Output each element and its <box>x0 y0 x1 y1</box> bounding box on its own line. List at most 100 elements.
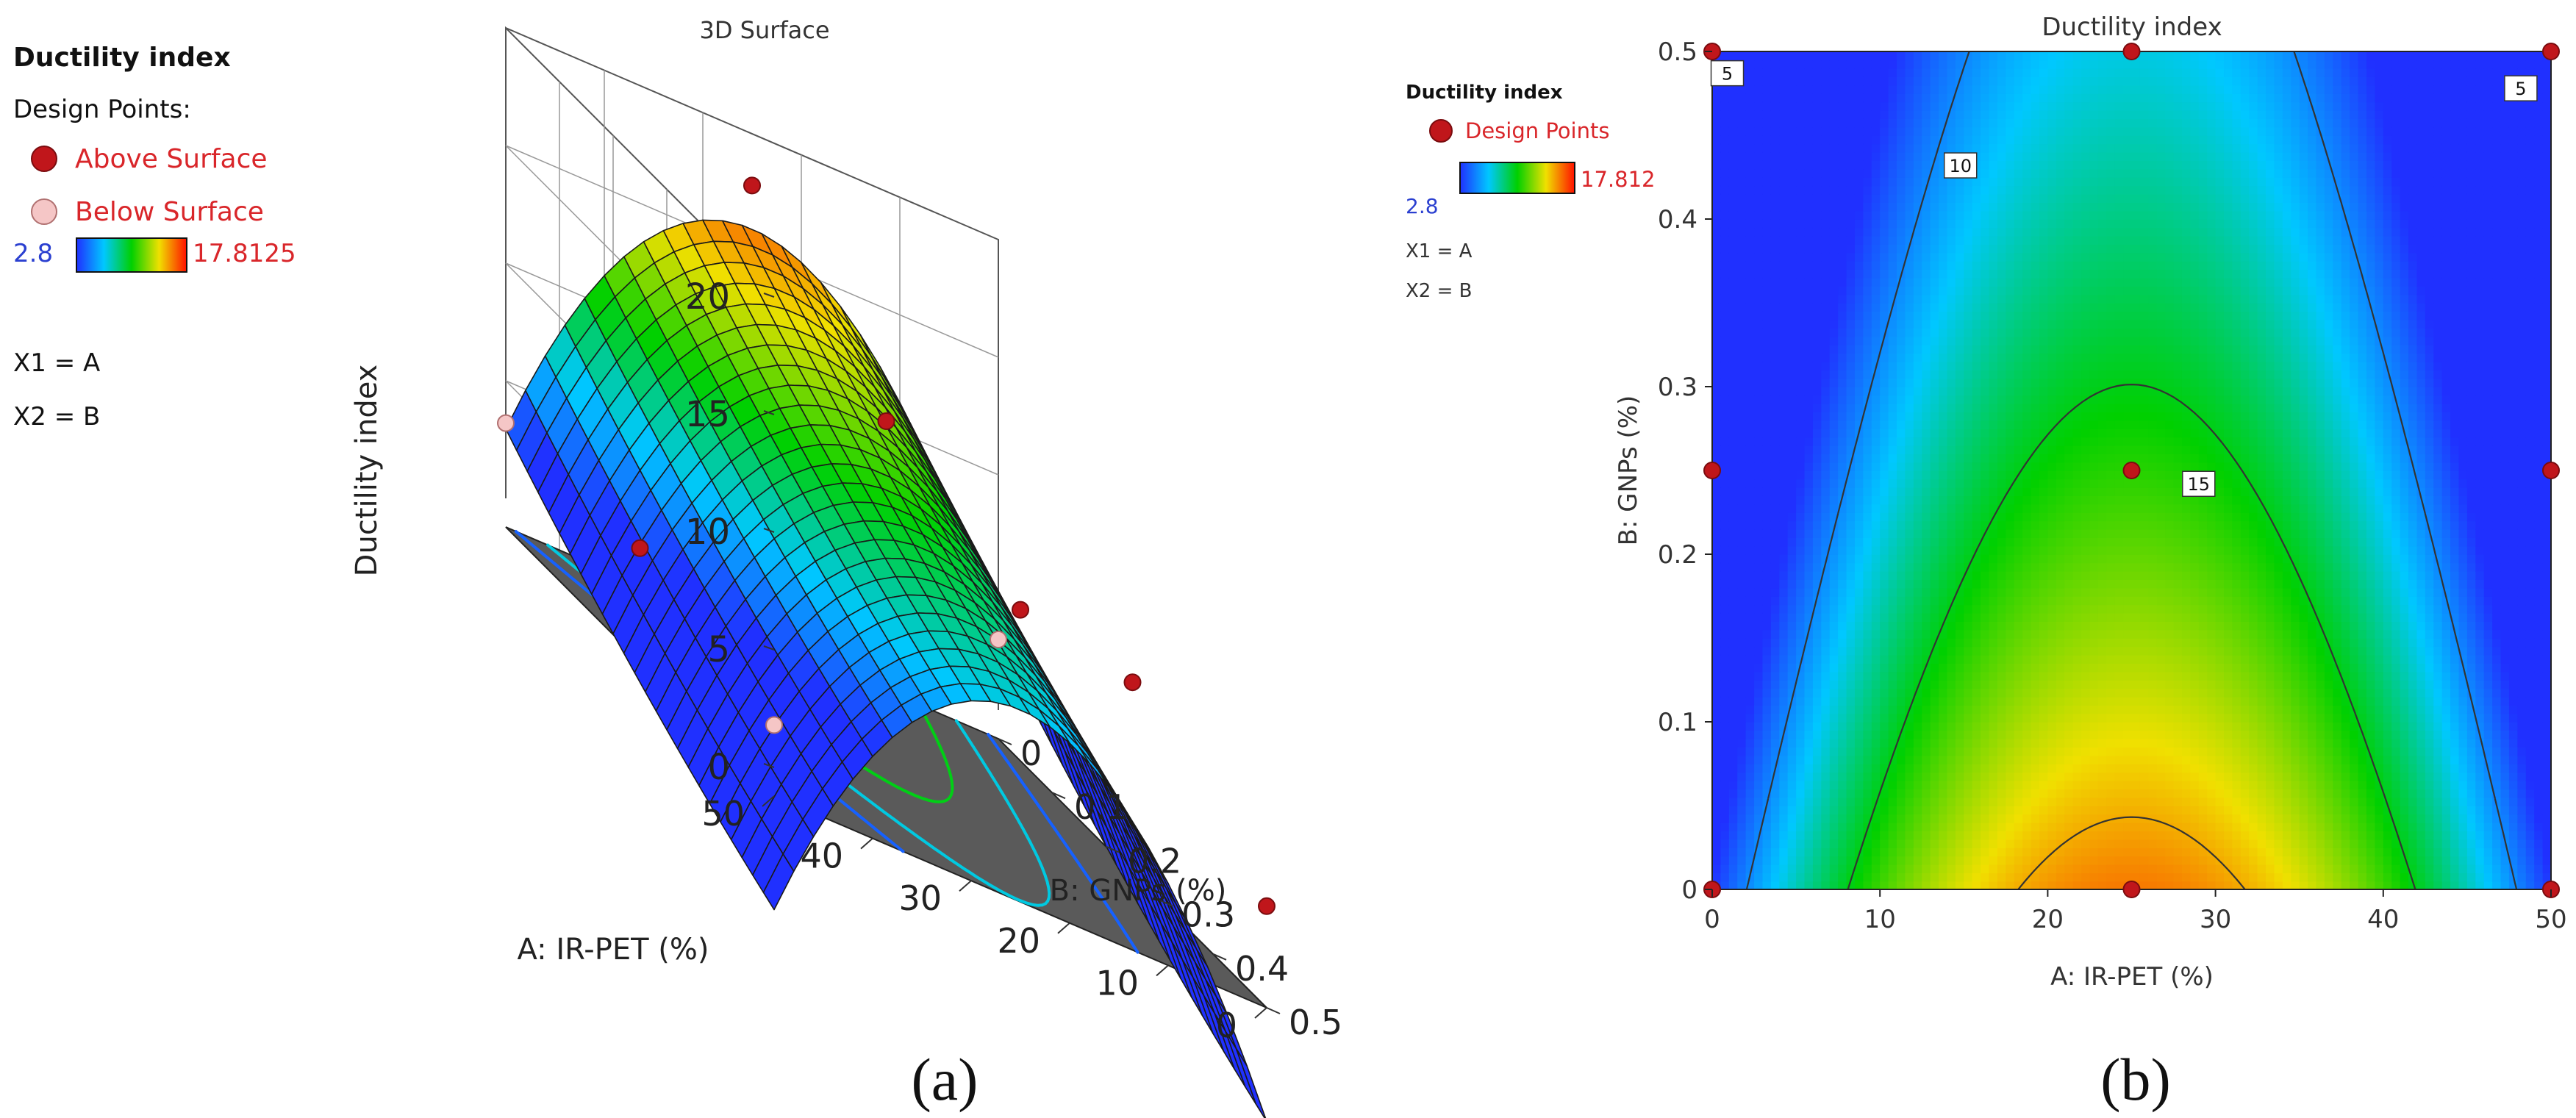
heat-cell <box>1821 68 1831 77</box>
heat-cell <box>1796 261 1806 270</box>
heat-cell <box>1762 319 1772 329</box>
heat-cell <box>2006 562 2015 572</box>
heat-cell <box>1846 219 1856 229</box>
heat-cell <box>1804 361 1814 370</box>
heat-cell <box>1939 570 1948 580</box>
heat-cell <box>2014 294 2023 304</box>
heat-cell <box>2031 101 2040 111</box>
heat-cell <box>1728 520 1739 530</box>
heat-cell <box>1939 646 1948 656</box>
heat-cell <box>1728 738 1739 748</box>
heat-cell <box>1796 294 1806 304</box>
heat-cell <box>1737 345 1747 354</box>
heat-cell <box>1812 85 1822 94</box>
heat-cell <box>2022 848 2032 857</box>
heat-cell <box>2039 612 2049 622</box>
heat-cell <box>1737 420 1747 429</box>
heat-cell <box>1871 345 1881 354</box>
heat-cell <box>1989 839 1998 848</box>
heat-cell <box>1913 311 1923 320</box>
heat-cell <box>1972 562 1981 572</box>
heat-cell <box>1779 755 1789 764</box>
heat-cell <box>1939 881 1948 889</box>
heat-cell <box>1854 797 1864 806</box>
heat-cell <box>1972 814 1981 823</box>
heat-cell <box>1812 520 1822 530</box>
heat-cell <box>1821 202 1831 212</box>
heat-cell <box>1897 185 1906 195</box>
heat-cell <box>1880 185 1889 195</box>
heat-cell <box>1972 177 1981 187</box>
heat-cell <box>2056 303 2066 312</box>
heat-cell <box>1796 353 1806 362</box>
heat-cell <box>1897 612 1906 622</box>
heat-cell <box>1745 454 1755 463</box>
heat-cell <box>1955 848 1965 857</box>
heat-cell <box>1913 277 1923 287</box>
heat-cell <box>1821 797 1831 806</box>
heat-cell <box>2014 68 2023 77</box>
heat-cell <box>1947 479 1956 488</box>
heat-cell <box>1829 856 1839 865</box>
heat-cell <box>2039 722 2049 731</box>
heat-cell <box>1863 738 1872 748</box>
heat-cell <box>1762 705 1772 714</box>
heat-cell <box>2039 370 2049 379</box>
heat-cell <box>1964 612 1973 622</box>
heat-cell <box>1922 294 1931 304</box>
heat-cell <box>1796 612 1806 622</box>
heat-cell <box>1939 579 1948 589</box>
heat-cell <box>1779 454 1789 463</box>
heat-cell <box>1989 747 1998 756</box>
heat-cell <box>1972 806 1981 815</box>
heat-cell <box>1888 261 1897 270</box>
heat-cell <box>1770 135 1781 145</box>
heat-cell <box>2006 688 2015 698</box>
heat-cell <box>1804 185 1814 195</box>
heat-cell <box>1939 328 1948 337</box>
heat-cell <box>1930 277 1939 287</box>
heat-cell <box>1804 135 1814 145</box>
heat-cell <box>2014 495 2023 505</box>
heat-cell <box>1997 722 2007 731</box>
heat-cell <box>1871 93 1881 103</box>
heat-cell <box>1930 696 1939 706</box>
heat-cell <box>1770 604 1781 614</box>
heat-cell <box>1821 361 1831 370</box>
heat-cell <box>1888 864 1897 873</box>
heat-cell <box>1745 705 1755 714</box>
heat-cell <box>1997 848 2007 857</box>
heat-cell <box>1762 85 1772 94</box>
heat-cell <box>1728 881 1739 889</box>
heat-cell <box>2006 93 2015 103</box>
heat-cell <box>1972 470 1981 480</box>
heat-cell <box>1989 319 1998 329</box>
heat-cell <box>1939 487 1948 496</box>
heat-cell <box>2039 454 2049 463</box>
heat-cell <box>1871 772 1881 781</box>
heat-cell <box>2022 135 2032 145</box>
heat-cell <box>1905 764 1914 773</box>
heat-cell <box>2064 764 2074 773</box>
heat-cell <box>1812 688 1822 698</box>
heat-cell <box>1880 454 1889 463</box>
heat-cell <box>1897 713 1906 723</box>
heat-cell <box>1888 772 1897 781</box>
heat-cell <box>1863 345 1872 354</box>
heat-cell <box>1712 495 1722 505</box>
design-point-above <box>743 176 761 195</box>
heat-cell <box>1922 479 1931 488</box>
heat-cell <box>1728 185 1739 195</box>
heat-cell <box>1939 110 1948 119</box>
heat-cell <box>1762 479 1772 488</box>
heat-cell <box>1821 370 1831 379</box>
heat-cell <box>1745 219 1755 229</box>
heat-cell <box>2014 596 2023 606</box>
heat-cell <box>1955 110 1965 119</box>
heat-cell <box>1728 420 1739 429</box>
heat-cell <box>2014 554 2023 564</box>
heat-cell <box>1779 839 1789 848</box>
heat-cell <box>1712 629 1722 639</box>
heat-cell <box>1981 747 1990 756</box>
heat-cell <box>2006 168 2015 178</box>
